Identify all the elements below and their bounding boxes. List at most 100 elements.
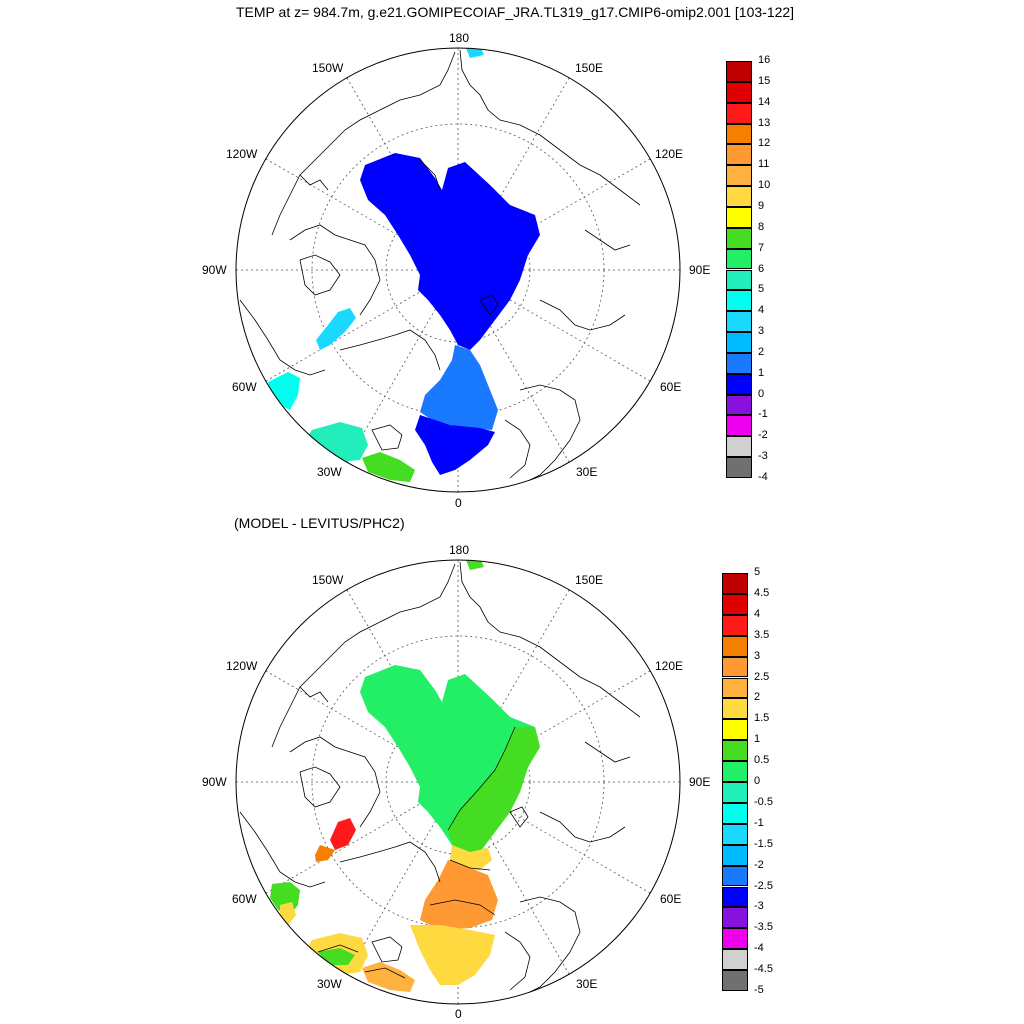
bottom-colorbar-label: 2.5: [754, 670, 770, 683]
top-colorbar-label: 8: [758, 220, 765, 233]
top-colorbar-label: 9: [758, 199, 765, 212]
bottom-colorbar-label: 0.5: [754, 754, 770, 767]
bottom-colorbar-label: -4.5: [754, 963, 773, 976]
bottom-colorbar-swatch: [722, 886, 748, 908]
bottom-lon-label-60w: 60W: [232, 892, 257, 906]
top-lon-label-60w: 60W: [232, 380, 257, 394]
bottom-irminger-green-field: [318, 948, 355, 965]
bottom-colorbar: 5 4.5 4 3.5 3 2.5 2 1.5 1 0.5 0 -0.5 -1 -1.5 -2 -2.5 -3 -…: [722, 566, 788, 1001]
top-norwegian-sea-field: [415, 415, 495, 475]
top-colorbar-swatch: [726, 352, 752, 374]
top-coastlines: [239, 49, 641, 486]
top-colorbar-label: 14: [758, 95, 771, 108]
bottom-colorbar-swatch: [722, 656, 748, 678]
top-colorbar-swatch: [726, 290, 752, 312]
top-colorbar-label: 4: [758, 304, 765, 317]
top-colorbar-swatch: [726, 206, 752, 228]
bottom-lon-label-150e: 150E: [575, 573, 604, 587]
bottom-colorbar-label: 5: [754, 566, 761, 578]
top-colorbar-swatch: [726, 457, 752, 478]
top-colorbar-swatch: [726, 311, 752, 333]
bottom-lon-label-60e: 60E: [660, 892, 682, 906]
bottom-contour-lines: [317, 726, 516, 979]
top-colorbar-swatch: [726, 394, 752, 416]
top-colorbar-label: -3: [758, 450, 768, 463]
bottom-map-border: [235, 559, 681, 1005]
bottom-colorbar-label: -3.5: [754, 921, 773, 934]
top-colorbar-label: 6: [758, 262, 765, 275]
plot-subtitle: (MODEL - LEVITUS/PHC2): [234, 515, 405, 531]
top-colorbar-label: 15: [758, 74, 771, 87]
top-lon-label-120e: 120E: [655, 147, 684, 161]
bottom-colorbar-swatch: [722, 740, 748, 762]
top-arctic-basin-field: [360, 153, 540, 350]
top-colorbar-swatch: [726, 332, 752, 353]
bottom-colorbar-label: -3: [754, 900, 764, 913]
top-lon-label-60e: 60E: [660, 380, 682, 394]
top-colorbar-swatch: [726, 186, 752, 207]
bottom-colorbar-label: 1.5: [754, 712, 770, 725]
bottom-lon-label-150w: 150W: [312, 573, 344, 587]
top-colorbar-swatch: [726, 373, 752, 395]
top-colorbar-swatch: [726, 61, 752, 82]
bottom-colorbar-label: 1: [754, 733, 761, 746]
bottom-colorbar-swatch: [722, 823, 748, 845]
top-lon-label-90e: 90E: [689, 263, 711, 277]
top-colorbar-label: 16: [758, 54, 771, 66]
top-colorbar: 16 15 14 13 12 11 10 9 8 7 6 5 4 3 2 1 0 -1 -2 -3 -4: [726, 54, 792, 488]
top-lon-label-150w: 150W: [312, 61, 344, 75]
bottom-coastlines: [239, 561, 641, 998]
top-lon-label-120w: 120W: [226, 147, 258, 161]
bottom-colorbar-swatch: [722, 844, 748, 866]
top-lon-label-90w: 90W: [202, 263, 227, 277]
bottom-colorbar-swatch: [722, 802, 748, 824]
top-colorbar-swatch: [726, 165, 752, 187]
bottom-lon-label-90e: 90E: [689, 775, 711, 789]
bottom-lon-label-0: 0: [455, 1007, 462, 1021]
top-iceland-south-field: [362, 452, 415, 482]
top-colorbar-swatch: [726, 248, 752, 270]
top-colorbar-label: 11: [758, 158, 770, 171]
bottom-colorbar-swatch: [722, 907, 748, 929]
bottom-colorbar-label: -1.5: [754, 837, 773, 850]
top-colorbar-label: 5: [758, 283, 765, 296]
bottom-colorbar-swatch: [722, 614, 748, 636]
bottom-colorbar-swatch: [722, 949, 748, 971]
bottom-colorbar-swatch: [722, 698, 748, 720]
top-colorbar-swatch: [726, 436, 752, 458]
bottom-norwegian-yellow-field: [410, 925, 495, 985]
bottom-iceland-south-field: [362, 962, 415, 992]
top-colorbar-label: 0: [758, 387, 765, 400]
top-colorbar-swatch: [726, 102, 752, 124]
bottom-baffin-orange-field: [315, 845, 335, 862]
bottom-colorbar-swatch: [722, 573, 748, 594]
bottom-colorbar-swatch: [722, 635, 748, 657]
bottom-lon-label-180: 180: [449, 543, 470, 557]
bottom-lon-label-30e: 30E: [576, 977, 598, 991]
top-colorbar-label: 1: [758, 366, 765, 379]
bottom-colorbar-label: -1: [754, 816, 764, 829]
bottom-colorbar-label: -0.5: [754, 795, 773, 808]
top-fram-strait-field: [420, 345, 498, 430]
top-lon-label-30e: 30E: [576, 465, 598, 479]
bottom-colorbar-label: -4: [754, 942, 764, 955]
bottom-colorbar-swatch: [722, 719, 748, 741]
top-colorbar-label: 2: [758, 345, 765, 358]
bottom-colorbar-label: -2.5: [754, 879, 773, 892]
bottom-colorbar-label: 3: [754, 649, 761, 662]
top-colorbar-label: 3: [758, 325, 765, 338]
top-colorbar-swatch: [726, 269, 752, 291]
top-colorbar-swatch: [726, 123, 752, 145]
top-colorbar-swatch: [726, 81, 752, 103]
plot-title: TEMP at z= 984.7m, g.e21.GOMIPECOIAF_JRA…: [236, 4, 795, 20]
bottom-colorbar-label: -5: [754, 984, 764, 996]
bottom-lon-label-120e: 120E: [655, 659, 684, 673]
top-colorbar-label: 10: [758, 179, 771, 192]
bottom-norwegian-orange-field: [420, 860, 498, 930]
bottom-baffin-red-field: [330, 818, 356, 850]
bottom-colorbar-label: 4: [754, 607, 761, 620]
bottom-lon-label-120w: 120W: [226, 659, 258, 673]
top-colorbar-swatch: [726, 144, 752, 166]
top-lon-label-30w: 30W: [317, 465, 342, 479]
